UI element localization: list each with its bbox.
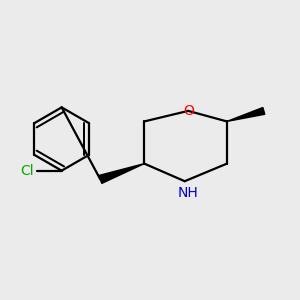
Polygon shape xyxy=(99,164,144,183)
Text: NH: NH xyxy=(178,187,199,200)
Text: O: O xyxy=(183,104,194,118)
Polygon shape xyxy=(227,107,265,122)
Text: Cl: Cl xyxy=(20,164,34,178)
